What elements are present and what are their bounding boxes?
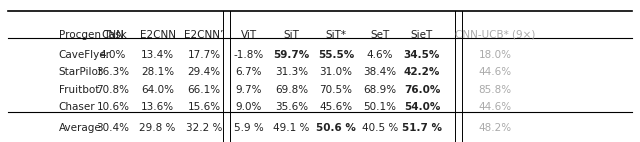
Text: Average: Average — [59, 123, 102, 133]
Text: 55.5%: 55.5% — [318, 50, 354, 60]
Text: E2CNN’: E2CNN’ — [184, 30, 224, 40]
Text: 15.6%: 15.6% — [188, 102, 221, 112]
Text: Fruitbot: Fruitbot — [59, 85, 99, 95]
Text: 28.1%: 28.1% — [141, 67, 174, 77]
Text: SiT: SiT — [284, 30, 300, 40]
Text: CaveFlyer: CaveFlyer — [59, 50, 111, 60]
Text: 64.0%: 64.0% — [141, 85, 174, 95]
Text: SieT: SieT — [411, 30, 433, 40]
Text: CNN: CNN — [102, 30, 124, 40]
Text: 9.0%: 9.0% — [236, 102, 262, 112]
Text: 4.0%: 4.0% — [100, 50, 126, 60]
Text: 10.6%: 10.6% — [97, 102, 129, 112]
Text: 40.5 %: 40.5 % — [362, 123, 398, 133]
Text: -1.8%: -1.8% — [234, 50, 264, 60]
Text: 30.4%: 30.4% — [97, 123, 129, 133]
Text: 29.4%: 29.4% — [188, 67, 221, 77]
Text: 50.6 %: 50.6 % — [316, 123, 356, 133]
Text: StarPilot: StarPilot — [59, 67, 103, 77]
Text: 6.7%: 6.7% — [236, 67, 262, 77]
Text: 29.8 %: 29.8 % — [140, 123, 176, 133]
Text: 31.0%: 31.0% — [319, 67, 353, 77]
Text: 18.0%: 18.0% — [479, 50, 512, 60]
Text: 70.5%: 70.5% — [319, 85, 353, 95]
Text: 51.7 %: 51.7 % — [402, 123, 442, 133]
Text: 45.6%: 45.6% — [319, 102, 353, 112]
Text: 13.6%: 13.6% — [141, 102, 174, 112]
Text: 66.1%: 66.1% — [188, 85, 221, 95]
Text: E2CNN: E2CNN — [140, 30, 175, 40]
Text: 17.7%: 17.7% — [188, 50, 221, 60]
Text: 35.6%: 35.6% — [275, 102, 308, 112]
Text: 68.9%: 68.9% — [364, 85, 396, 95]
Text: 49.1 %: 49.1 % — [273, 123, 310, 133]
Text: 4.6%: 4.6% — [367, 50, 393, 60]
Text: 9.7%: 9.7% — [236, 85, 262, 95]
Text: CNN-UCB* (9×): CNN-UCB* (9×) — [455, 30, 536, 40]
Text: 48.2%: 48.2% — [479, 123, 512, 133]
Text: 69.8%: 69.8% — [275, 85, 308, 95]
Text: Procgen Task: Procgen Task — [59, 30, 127, 40]
Text: 36.3%: 36.3% — [97, 67, 129, 77]
Text: 34.5%: 34.5% — [404, 50, 440, 60]
Text: 59.7%: 59.7% — [273, 50, 310, 60]
Text: Chaser: Chaser — [59, 102, 95, 112]
Text: SiT*: SiT* — [325, 30, 346, 40]
Text: 5.9 %: 5.9 % — [234, 123, 264, 133]
Text: 70.8%: 70.8% — [97, 85, 129, 95]
Text: SeT: SeT — [371, 30, 390, 40]
Text: 31.3%: 31.3% — [275, 67, 308, 77]
Text: 38.4%: 38.4% — [364, 67, 396, 77]
Text: 54.0%: 54.0% — [404, 102, 440, 112]
Text: 85.8%: 85.8% — [479, 85, 512, 95]
Text: 44.6%: 44.6% — [479, 102, 512, 112]
Text: 42.2%: 42.2% — [404, 67, 440, 77]
Text: 50.1%: 50.1% — [364, 102, 396, 112]
Text: 13.4%: 13.4% — [141, 50, 174, 60]
Text: ViT: ViT — [241, 30, 257, 40]
Text: 32.2 %: 32.2 % — [186, 123, 222, 133]
Text: 44.6%: 44.6% — [479, 67, 512, 77]
Text: 76.0%: 76.0% — [404, 85, 440, 95]
